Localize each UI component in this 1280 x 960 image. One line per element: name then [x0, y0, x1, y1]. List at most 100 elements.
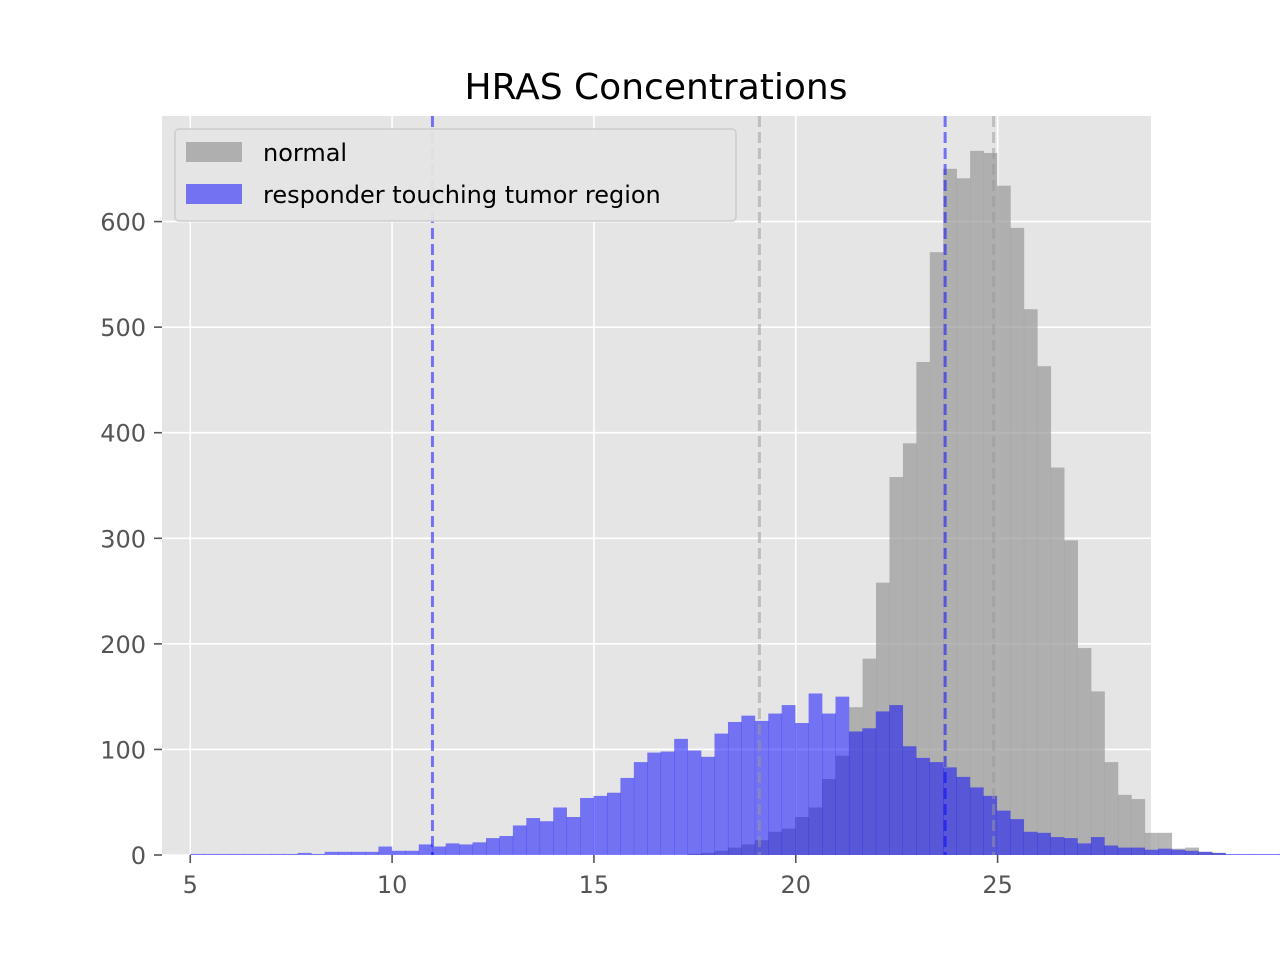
- bar: [539, 821, 554, 855]
- bar: [351, 851, 366, 855]
- bar: [795, 723, 809, 855]
- bar: [203, 853, 218, 855]
- chart-title: HRAS Concentrations: [465, 67, 848, 108]
- bar: [1050, 467, 1065, 855]
- bar: [996, 185, 1011, 856]
- legend-label-normal: normal: [263, 139, 347, 167]
- bar: [943, 168, 957, 856]
- bar: [1144, 832, 1159, 855]
- legend-swatch-normal: [186, 142, 242, 162]
- bar: [1037, 366, 1052, 855]
- y-tick-label: 400: [100, 420, 146, 448]
- bar: [566, 816, 581, 855]
- bar: [660, 751, 675, 855]
- bar: [270, 853, 285, 855]
- bar: [620, 777, 635, 855]
- bar: [1064, 540, 1078, 855]
- bar: [1023, 831, 1038, 855]
- bar: [633, 762, 648, 855]
- y-tick-label: 500: [100, 314, 146, 342]
- y-axis: 0 100 200 300 400 500 600: [100, 209, 162, 870]
- bar: [1265, 853, 1280, 855]
- bar: [1131, 799, 1146, 855]
- y-tick-label: 300: [100, 525, 146, 553]
- bar: [230, 853, 245, 855]
- bar: [311, 853, 325, 855]
- bar: [929, 252, 944, 856]
- bar: [835, 696, 850, 855]
- bar: [741, 715, 756, 855]
- bar: [1117, 847, 1132, 855]
- bar: [1077, 843, 1092, 855]
- bar: [418, 844, 433, 855]
- bar: [324, 851, 339, 855]
- bar: [862, 728, 877, 855]
- bar: [1131, 847, 1145, 855]
- bar: [674, 738, 688, 855]
- x-tick-label: 25: [982, 871, 1013, 899]
- bar: [970, 150, 984, 856]
- bar: [956, 776, 971, 855]
- bar: [754, 720, 769, 855]
- bar: [1117, 794, 1132, 855]
- bar: [472, 842, 487, 855]
- bar: [1077, 648, 1092, 855]
- bar: [647, 752, 662, 855]
- bar: [593, 795, 608, 855]
- bar: [822, 713, 836, 855]
- bar: [338, 851, 352, 855]
- bar: [1252, 853, 1266, 855]
- x-tick-label: 5: [183, 871, 198, 899]
- bar: [1211, 852, 1226, 855]
- legend: normal responder touching tumor region: [174, 128, 737, 222]
- bar: [1010, 819, 1024, 855]
- legend-swatch-responder: [186, 184, 242, 204]
- bar: [244, 853, 258, 855]
- bar: [983, 152, 998, 855]
- bar: [257, 853, 272, 855]
- bar: [902, 746, 917, 855]
- bar: [1158, 848, 1172, 855]
- bar: [1104, 845, 1119, 855]
- bar: [916, 757, 930, 855]
- y-tick-label: 0: [131, 842, 146, 870]
- x-axis: 5 10 15 20 25: [183, 855, 1013, 899]
- bar: [687, 750, 702, 855]
- bar: [889, 705, 904, 855]
- bar: [1064, 838, 1078, 855]
- bar: [875, 711, 890, 855]
- bar: [1090, 837, 1105, 855]
- y-tick-label: 600: [100, 209, 146, 237]
- bar: [1184, 850, 1199, 855]
- bar: [848, 731, 863, 855]
- bar: [1091, 691, 1105, 855]
- bar: [190, 853, 204, 855]
- bar: [365, 851, 379, 855]
- bar: [781, 705, 796, 855]
- bar: [1225, 853, 1240, 855]
- bar: [701, 756, 715, 855]
- bar: [512, 825, 527, 855]
- bar: [1104, 762, 1119, 855]
- bar: [1198, 851, 1213, 855]
- bar: [727, 721, 742, 855]
- x-tick-label: 10: [377, 871, 408, 899]
- bar: [445, 843, 460, 855]
- bar: [297, 852, 312, 855]
- bar: [606, 792, 621, 855]
- bar: [553, 807, 567, 855]
- bar: [378, 846, 393, 855]
- bar: [1171, 849, 1186, 855]
- bar: [714, 733, 729, 855]
- x-tick-label: 20: [780, 871, 811, 899]
- bar: [929, 762, 944, 855]
- bar: [459, 844, 473, 855]
- bar: [499, 835, 514, 855]
- bar: [1050, 837, 1065, 855]
- bar: [405, 850, 420, 855]
- bar: [916, 361, 931, 855]
- bar: [1023, 309, 1038, 856]
- bar: [1037, 832, 1051, 855]
- bar: [996, 810, 1011, 855]
